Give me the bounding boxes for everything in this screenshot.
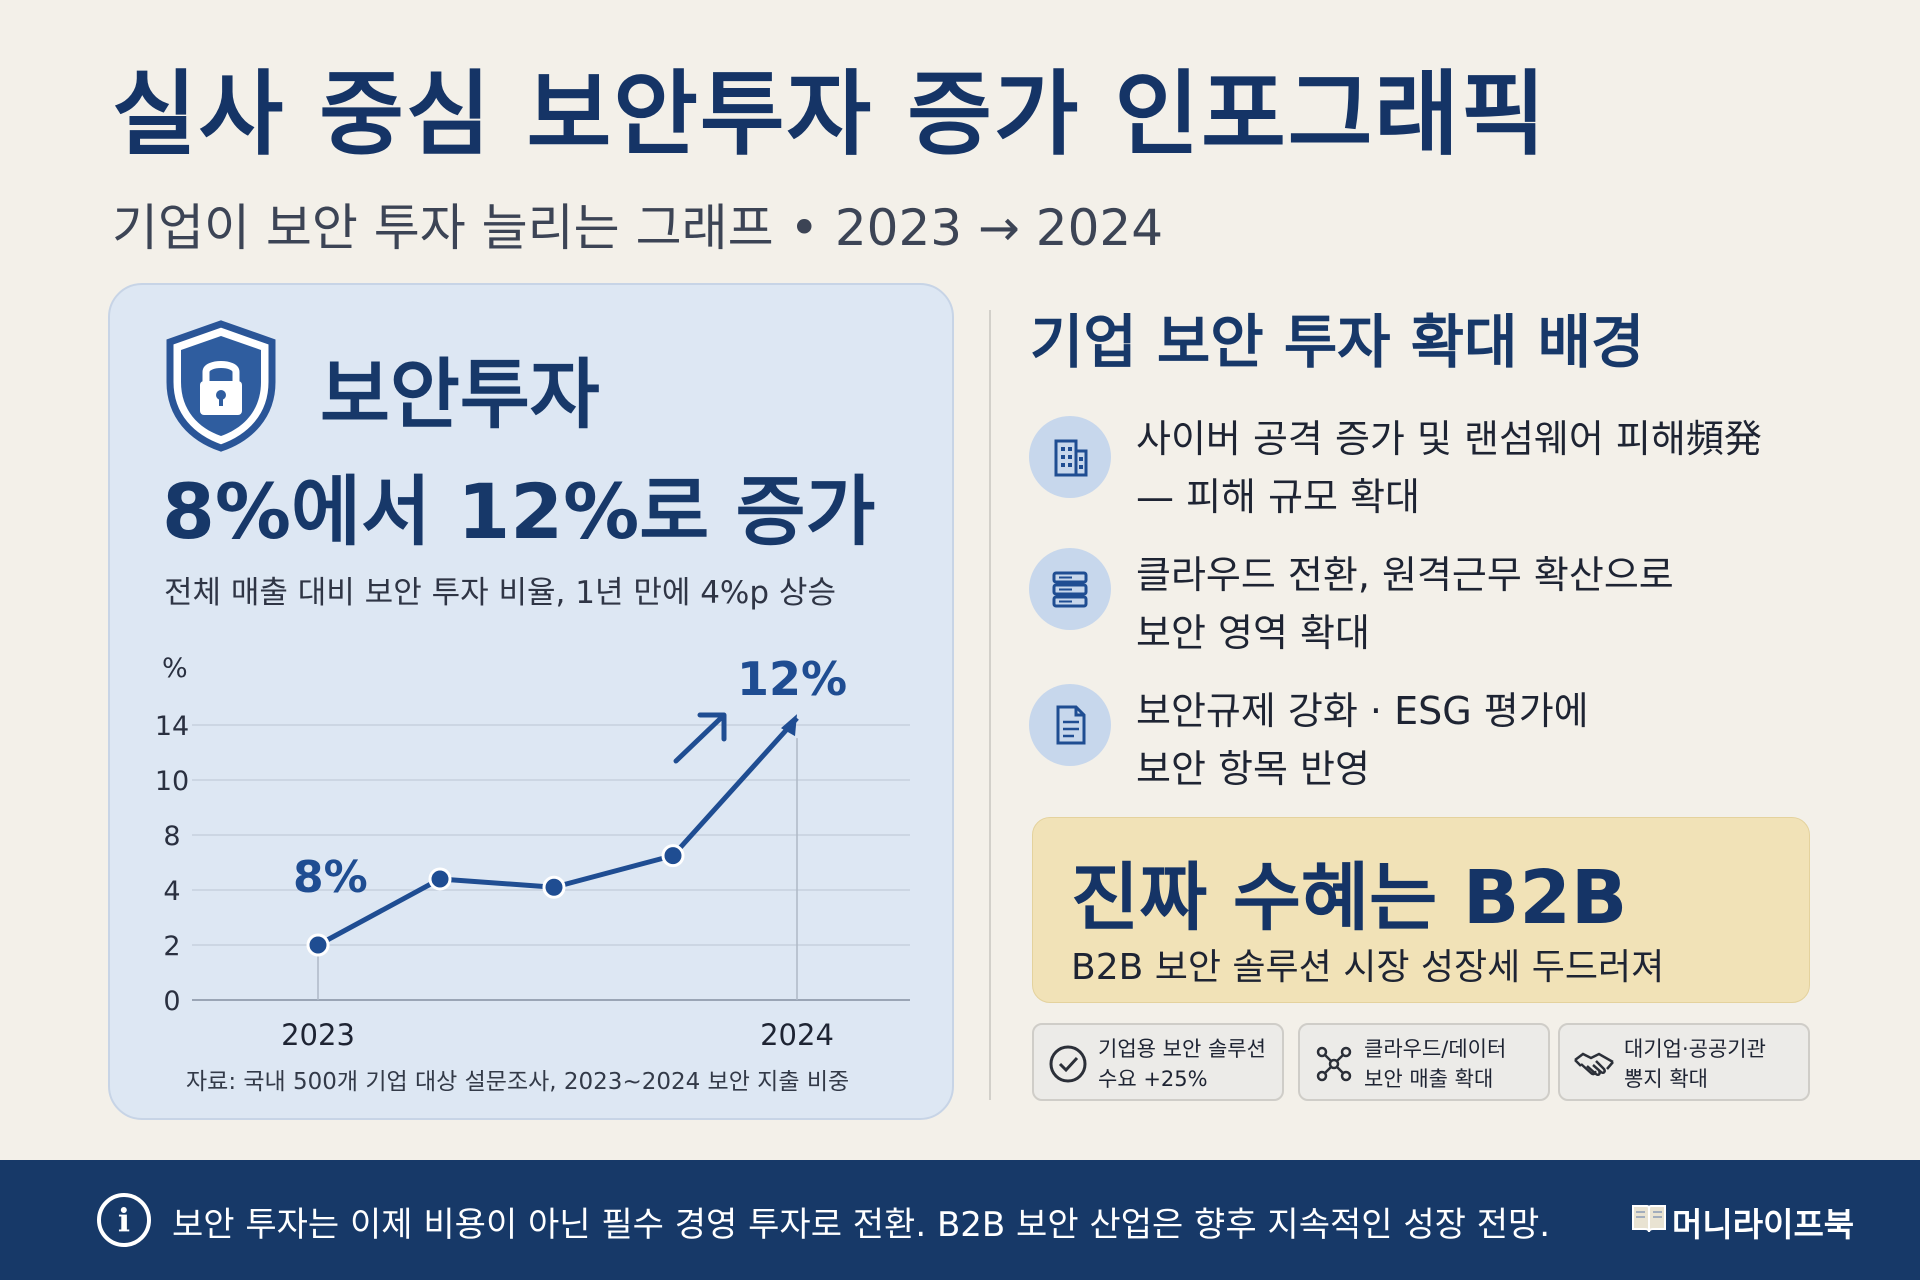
reason-2-line2: 보안 영역 확대 [1136,611,1370,655]
right-title: 기업 보안 투자 확대 배경 [1030,308,1645,376]
check-circle-icon [1049,1045,1087,1083]
pill-1-line2: 수요 +25% [1098,1067,1208,1091]
pill-solution-demand: 기업용 보안 솔루션 수요 +25% [1032,1023,1284,1101]
main-title: 실사 중심 보안투자 증가 인포그래픽 [112,61,1548,168]
pill-3-line1: 대기업·공공기관 [1624,1037,1766,1061]
x-tick-label: 2024 [760,1018,834,1052]
server-icon [1029,548,1111,630]
b2b-subtitle: B2B 보안 솔루션 시장 성장세 두드러져 [1071,947,1665,988]
line-arrowhead [781,714,797,737]
book-icon [1632,1205,1666,1233]
pill-2-text: 클라우드/데이터 보안 매출 확대 [1364,1034,1506,1094]
footer-brand: 머니라이프북 [1672,1205,1855,1244]
reason-3-line2: 보안 항목 반영 [1136,747,1370,791]
source-note: 자료: 국내 500개 기업 대상 설문조사, 2023~2024 보안 지출 … [186,1069,850,1095]
card-title: 보안투자 [320,350,600,439]
b2b-highlight-box: 진짜 수혜는 B2B B2B 보안 솔루션 시장 성장세 두드러져 [1032,817,1810,1003]
document-icon [1029,684,1111,766]
reason-3-line1: 보안규제 강화 · ESG 평가에 [1136,689,1589,733]
y-tick-label: 8 [163,821,180,852]
pill-2-line2: 보안 매출 확대 [1364,1067,1494,1091]
end-annotation: 12% [737,652,847,706]
investment-card: 보안투자 8%에서 12%로 증가 전체 매출 대비 보안 투자 비율, 1년 … [108,283,954,1120]
data-point [542,875,566,899]
data-point [428,867,452,891]
info-icon: i [97,1193,151,1247]
y-tick-label: 4 [163,876,180,907]
pill-cloud-data: 클라우드/데이터 보안 매출 확대 [1298,1023,1550,1101]
series-line [316,716,799,948]
shield-lock-icon [166,320,276,452]
reason-2-line1: 클라우드 전환, 원격근무 확산으로 [1136,553,1674,597]
reason-1-line1: 사이버 공격 증가 및 랜섬웨어 피해頻発 [1136,417,1762,461]
column-divider [989,310,991,1100]
reason-2: 클라우드 전환, 원격근무 확산으로 보안 영역 확대 [1136,546,1674,662]
data-point [661,844,685,868]
reason-3: 보안규제 강화 · ESG 평가에 보안 항목 반영 [1136,682,1589,798]
trend-arrow-icon [673,714,725,764]
start-annotation: 8% [293,852,368,903]
card-description: 전체 매출 대비 보안 투자 비율, 1년 만에 4%p 상승 [164,575,836,611]
line-chart: 0 2 4 8 10 14% 2023 2024 8% 12% [155,652,910,1052]
reason-1: 사이버 공격 증가 및 랜섬웨어 피해頻発 — 피해 규모 확대 [1136,410,1762,526]
y-tick-label: 2 [163,931,180,962]
trend-arrow-head [697,712,727,742]
b2b-title: 진짜 수혜는 B2B [1071,855,1628,941]
card-headline: 8%에서 12%로 증가 [162,467,876,556]
y-tick-label: 14 [155,711,189,742]
pill-1-line1: 기업용 보안 솔루션 [1098,1037,1266,1061]
pill-3-text: 대기업·공공기관 뽕지 확대 [1624,1034,1766,1094]
reason-1-line2: — 피해 규모 확대 [1136,475,1420,519]
footer-text: 보안 투자는 이제 비용이 아닌 필수 경영 투자로 전환. B2B 보안 산업… [172,1205,1551,1245]
building-icon [1029,416,1111,498]
pill-3-line2: 뽕지 확대 [1624,1067,1708,1091]
y-tick-label: 10 [155,766,189,797]
subtitle: 기업이 보안 투자 늘리는 그래프 • 2023 → 2024 [112,199,1164,257]
pill-enterprise-public: 대기업·공공기관 뽕지 확대 [1558,1023,1810,1101]
x-tick-label: 2023 [281,1018,355,1052]
y-axis-label: % [162,653,188,684]
y-tick-label: 0 [163,986,180,1017]
data-point [306,933,330,957]
network-icon [1316,1046,1352,1082]
pill-2-line1: 클라우드/데이터 [1364,1037,1507,1061]
footer-bar: i 보안 투자는 이제 비용이 아닌 필수 경영 투자로 전환. B2B 보안 … [0,1160,1920,1280]
pill-1-text: 기업용 보안 솔루션 수요 +25% [1098,1034,1266,1094]
handshake-icon [1574,1052,1614,1077]
